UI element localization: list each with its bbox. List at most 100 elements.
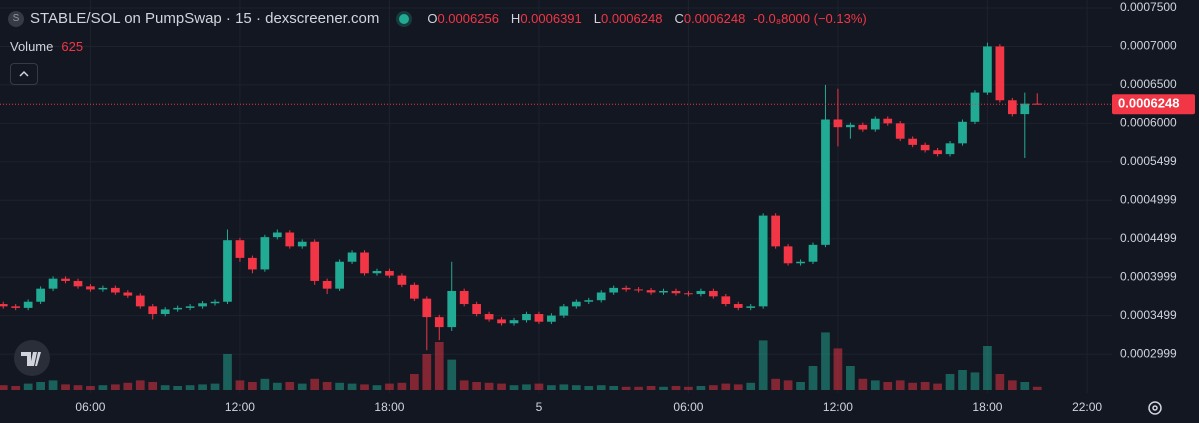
volume-bar	[883, 382, 893, 390]
candle-body	[596, 292, 606, 301]
candle-body	[659, 290, 668, 293]
volume-bar	[733, 384, 743, 390]
volume-bar	[11, 386, 21, 390]
y-tick-label: 0.0005499	[1120, 154, 1177, 168]
candle-body	[98, 287, 108, 290]
candle-body	[870, 118, 880, 130]
volume-bar	[833, 348, 843, 390]
close-value: 0.0006248	[683, 11, 746, 26]
volume-bar	[98, 385, 108, 390]
candle-body	[260, 237, 270, 270]
tradingview-logo	[14, 340, 50, 376]
candle-body	[198, 303, 207, 307]
volume-bar	[721, 383, 731, 390]
candle-body	[360, 252, 369, 274]
volume-bar	[434, 342, 444, 390]
open-value: 0.0006256	[437, 11, 499, 26]
volume-value: 625	[61, 39, 84, 54]
volume-bar	[634, 386, 643, 390]
volume-bar	[771, 378, 780, 390]
volume-bar	[48, 380, 58, 390]
x-tick-label: 18:00	[972, 400, 1002, 414]
candle-body	[285, 232, 295, 247]
volume-bar	[397, 382, 407, 390]
high-value: 0.0006391	[520, 11, 582, 26]
candle-body	[297, 241, 307, 247]
volume-bar	[135, 380, 145, 390]
low-value: 0.0006248	[601, 11, 663, 26]
candle-body	[135, 295, 145, 307]
volume-bar	[684, 386, 693, 390]
volume-bar	[447, 359, 457, 390]
y-tick-label: 0.0004499	[1120, 231, 1177, 245]
volume-bar	[1032, 386, 1042, 390]
volume-bar	[983, 346, 992, 390]
candle-body	[571, 301, 581, 307]
candle-body	[160, 309, 170, 315]
candle-body	[646, 290, 656, 293]
volume-bar	[23, 383, 33, 390]
close-label: C	[674, 11, 684, 26]
volume-bar	[322, 382, 332, 390]
volume-bar	[596, 385, 606, 390]
volume-bar	[472, 382, 482, 390]
candle-body	[173, 307, 183, 310]
volume-bar	[385, 383, 394, 390]
candle-body	[758, 215, 768, 307]
volume-bar	[73, 385, 83, 390]
y-tick-label: 0.0006500	[1120, 77, 1177, 91]
candle-body	[1007, 100, 1017, 115]
candle-body	[908, 138, 918, 145]
x-tick-label: 06:00	[673, 400, 703, 414]
volume-bar	[571, 385, 581, 390]
chevron-icon	[19, 70, 29, 77]
candle-body	[372, 270, 382, 274]
volume-bar	[746, 382, 756, 390]
y-tick-label: 0.0002999	[1120, 346, 1177, 360]
candle-body	[1020, 103, 1030, 115]
candle-body	[397, 275, 407, 285]
candle-body	[73, 280, 83, 287]
volume-bar	[497, 383, 506, 390]
volume-bar	[173, 386, 183, 390]
x-tick-label: 06:00	[75, 400, 105, 414]
candle-body	[210, 301, 220, 304]
settings-icon[interactable]	[1148, 401, 1162, 415]
candle-body	[0, 304, 8, 307]
candle-body	[1032, 103, 1042, 105]
volume-bar	[958, 370, 967, 390]
candle-body	[447, 290, 457, 328]
volume-bar	[210, 383, 220, 390]
candle-body	[335, 261, 344, 289]
candle-body	[86, 286, 95, 290]
volume-bar	[1020, 382, 1030, 390]
candle-body	[111, 287, 120, 293]
volume-bar	[646, 386, 656, 390]
candle-body	[634, 289, 643, 291]
volume-bar	[696, 386, 706, 390]
candle-body	[347, 252, 357, 262]
volume-bar	[846, 366, 855, 390]
collapse-button[interactable]	[10, 63, 38, 85]
candle-body	[48, 278, 58, 289]
volume-bar	[360, 384, 369, 390]
candle-body	[409, 284, 419, 299]
volume-bar	[659, 386, 668, 390]
volume-bar	[547, 385, 556, 390]
volume-bar	[459, 380, 469, 390]
candle-body	[933, 150, 942, 155]
low-label: L	[593, 11, 601, 26]
volume-bar	[372, 385, 382, 390]
candle-body	[322, 280, 332, 289]
y-tick-label: 0.0007000	[1120, 39, 1177, 53]
volume-bar	[160, 385, 170, 390]
candle-body	[422, 298, 432, 318]
volume-bar	[335, 382, 344, 390]
volume-bar	[422, 354, 432, 390]
volume-bar	[248, 382, 257, 390]
candle-body	[472, 304, 482, 315]
y-tick-label: 0.0006000	[1120, 116, 1177, 130]
candle-body	[671, 290, 681, 294]
candle-body	[970, 92, 980, 122]
